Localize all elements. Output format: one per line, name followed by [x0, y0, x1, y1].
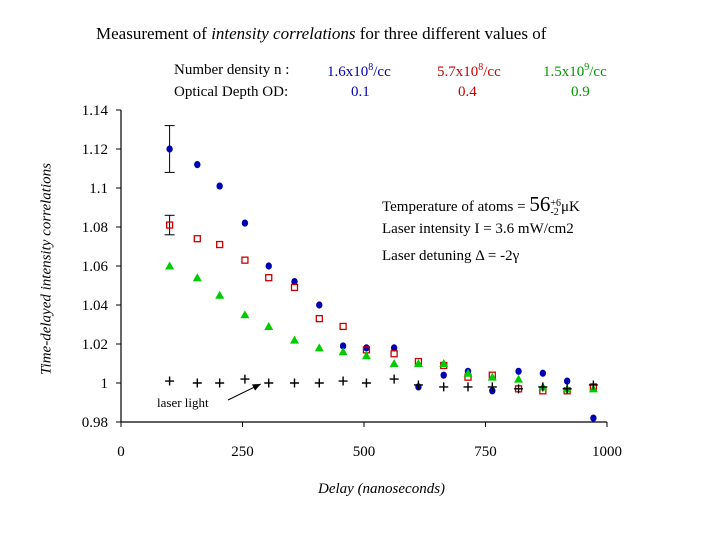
- legend-density-blue: 1.6x108/cc: [327, 62, 391, 80]
- data-point-plus: [215, 378, 225, 388]
- data-point-plus: [487, 382, 497, 392]
- annotation-laser-light: laser light: [157, 395, 209, 410]
- data-point-triangle: [240, 310, 250, 319]
- data-point-circle: [515, 367, 522, 375]
- data-point-plus: [192, 378, 202, 388]
- data-point-plus: [413, 380, 423, 390]
- data-point-circle: [265, 262, 272, 270]
- y-tick-label: 1.12: [82, 142, 108, 158]
- annotation-arrow-head: [252, 384, 261, 391]
- data-point-circle: [166, 145, 173, 153]
- data-point-circle: [440, 371, 447, 379]
- data-point-triangle: [192, 273, 202, 282]
- y-axis-label: Time-delayed intensity correlations: [38, 163, 55, 375]
- data-point-circle: [316, 301, 323, 309]
- data-point-square: [216, 240, 224, 249]
- y-tick-label: 1.1: [89, 181, 108, 197]
- laser-detuning: Laser detuning Δ = -2γ: [382, 248, 520, 264]
- data-point-plus: [314, 378, 324, 388]
- data-point-circle: [216, 182, 223, 190]
- data-point-triangle: [264, 321, 274, 330]
- data-point-plus: [389, 374, 399, 384]
- y-tick-label: 1.02: [82, 337, 108, 353]
- legend-density-label: Number density n :: [174, 62, 290, 78]
- y-tick-label: 1.14: [82, 103, 109, 119]
- data-point-plus: [588, 380, 598, 390]
- data-point-plus: [361, 378, 371, 388]
- y-tick-label: 0.98: [82, 415, 108, 431]
- y-tick-label: 1: [101, 376, 109, 392]
- data-point-triangle: [338, 347, 348, 356]
- data-point-plus: [439, 382, 449, 392]
- data-point-circle: [563, 377, 571, 385]
- data-point-square: [290, 283, 299, 292]
- legend-od-blue: 0.1: [351, 84, 370, 100]
- data-point-circle: [363, 344, 370, 352]
- data-point-triangle: [290, 335, 300, 344]
- data-point-plus: [290, 378, 300, 388]
- data-point-triangle: [463, 368, 473, 377]
- data-point-plus: [165, 376, 175, 386]
- data-point-triangle: [215, 290, 225, 299]
- data-point-triangle: [314, 343, 324, 352]
- y-tick-label: 1.04: [82, 298, 109, 314]
- data-marks: [164, 125, 598, 422]
- data-point-triangle: [439, 359, 449, 367]
- data-point-triangle: [487, 372, 497, 381]
- data-point-square: [315, 314, 323, 323]
- data-point-triangle: [514, 374, 524, 383]
- x-tick-label: 1000: [592, 444, 622, 460]
- data-point-square: [339, 322, 347, 331]
- legend-od-green: 0.9: [571, 84, 590, 100]
- data-point-circle: [291, 278, 298, 286]
- laser-intensity: Laser intensity I = 3.6 mW/cm2: [382, 221, 574, 237]
- y-tick-label: 1.06: [82, 259, 109, 275]
- data-point-plus: [514, 384, 524, 394]
- data-point-square: [265, 274, 273, 282]
- temperature-label: Temperature of atoms = 56 +6 -2 μK: [382, 192, 580, 218]
- data-point-plus: [338, 376, 348, 386]
- data-point-triangle: [413, 359, 423, 367]
- data-point-plus: [463, 382, 473, 392]
- axes: 0 250 500 750 1000 0.98 1 1.02 1.04 1.06 1.08 1.1 1.…: [82, 103, 622, 460]
- chart-title: Measurement of intensity correlations fo…: [96, 24, 547, 43]
- data-point-triangle: [389, 359, 399, 367]
- data-point-plus: [538, 382, 548, 392]
- data-point-triangle: [361, 351, 371, 360]
- data-point-plus: [562, 384, 572, 394]
- data-point-plus: [264, 378, 274, 388]
- data-point-circle: [241, 219, 249, 227]
- data-point-circle: [539, 369, 547, 377]
- data-point-square: [390, 350, 398, 358]
- x-tick-label: 750: [474, 444, 497, 460]
- legend-density-green: 1.5x109/cc: [543, 62, 607, 80]
- legend-od-red: 0.4: [458, 84, 477, 100]
- data-point-circle: [390, 344, 398, 352]
- data-point-circle: [590, 414, 597, 422]
- data-point-square: [193, 235, 201, 243]
- data-point-circle: [194, 161, 201, 169]
- x-tick-label: 0: [117, 444, 125, 460]
- data-point-triangle: [165, 261, 175, 270]
- data-point-circle: [339, 342, 347, 350]
- legend-od-label: Optical Depth OD:: [174, 84, 289, 100]
- x-axis-label: Delay (nanoseconds): [318, 481, 446, 497]
- x-tick-label: 500: [353, 444, 376, 460]
- y-tick-label: 1.08: [82, 220, 108, 236]
- legend-density-red: 5.7x108/cc: [437, 62, 501, 80]
- data-point-square: [241, 256, 249, 264]
- data-point-square: [165, 221, 174, 229]
- data-point-plus: [240, 374, 250, 384]
- x-tick-label: 250: [231, 444, 254, 460]
